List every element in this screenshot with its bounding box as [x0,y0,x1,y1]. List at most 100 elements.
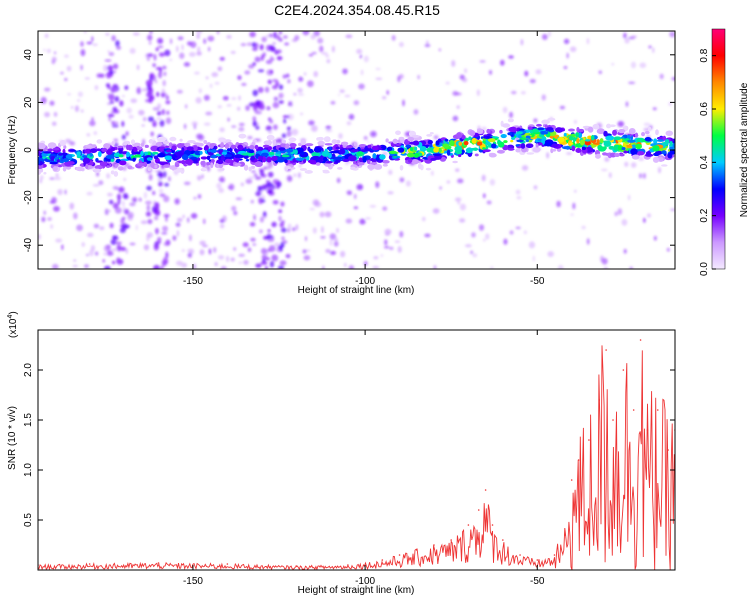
spectrogram-streak-cell [111,86,118,93]
spectrogram-noise-cell [617,208,623,216]
spectrogram-ridge-cell [496,149,505,154]
spectrogram-noise-cell [336,177,341,183]
spectrogram-ridge-cell [669,141,673,147]
spectrogram-noise-cell [241,82,247,86]
spectrogram-ridge-cell [243,164,249,171]
spectrogram-ridge-cell [446,149,451,156]
spectrogram-noise-cell [126,107,133,114]
spectrogram-ridge-cell [56,159,60,163]
spectrogram-noise-cell [370,131,377,138]
spectrogram-noise-cell [169,38,173,45]
spectrogram-noise-cell [129,202,136,207]
snr-y-tick-label: 2.0 [23,363,34,377]
spectrogram-noise-cell [237,106,241,111]
spectrogram-streak-cell [262,211,267,217]
spectrogram-streak-cell [103,265,111,269]
spectrogram-noise-cell [533,118,538,123]
spectrogram-noise-cell [84,77,90,80]
spectrogram-noise-cell [541,94,546,101]
spectrogram-streak-cell [108,93,115,101]
spectrogram-noise-cell [668,102,672,106]
spectrogram-ridge-cell [382,163,388,167]
spectrogram-streak-cell [111,124,119,128]
spectrogram-ridge-cell [47,142,57,149]
spectrogram-noise-cell [209,83,213,89]
spectrogram-noise-cell [308,120,315,126]
spectrogram-streak-cell [159,172,164,180]
spectrogram-noise-cell [175,222,181,227]
spectrogram-ridge-cell [176,142,185,149]
spectrogram-ridge-cell [324,163,332,167]
spectrogram-ridge-cell [511,136,516,140]
spectrogram-noise-cell [77,91,84,98]
spectrogram-ridge-cell [397,147,405,153]
spectrogram-x-ticks: -150 -100 -50 [183,31,545,287]
spectrogram-noise-cell [111,35,116,42]
snr-data-point [577,459,580,461]
spectrogram-noise-cell [344,262,347,268]
spectrogram-noise-cell [129,242,136,246]
spectrogram-ridge-cell [578,128,585,133]
spectrogram-streak-cell [257,69,265,73]
spectrogram-streak-cell [152,63,157,68]
spectrogram-streak-cell [121,120,125,127]
colorbar-ticks: 0.0 0.2 0.4 0.6 0.8 [699,48,716,276]
snr-y-multiplier-exponent: 4 [7,315,14,319]
spectrogram-streak-cell [121,134,126,140]
spectrogram-streak-cell [123,208,130,215]
spectrogram-noise-cell [231,125,237,128]
spectrogram-ridge-cell [146,157,153,161]
spectrogram-ridge-cell [281,154,290,158]
snr-y-multiplier: (x104) [7,311,19,338]
snr-data-point [536,559,539,561]
spectrogram-ridge-cell [532,147,541,153]
spectrogram-ridge-cell [254,161,263,168]
spectrogram-ridge-cell [235,157,239,163]
spectrogram-ridge-cell [49,161,58,165]
spectrogram-noise-cell [399,231,404,238]
spectrogram-noise-cell [286,175,293,182]
spectrogram-streak-cell [259,169,265,176]
spectrogram-ridge-cell [271,149,279,153]
spectrogram-streak-cell [271,78,279,83]
spectrogram-ridge-cell [515,144,520,147]
spectrogram-noise-cell [391,34,396,41]
spectrogram-noise-cell [55,238,63,243]
spectrogram-noise-cell [303,255,311,261]
spectrogram-ridge-cell [257,156,264,161]
spectrogram-noise-cell [353,193,357,200]
spectrogram-noise-cell [360,69,364,76]
spectrogram-noise-cell [426,40,429,46]
spectrogram-ridge-cell [220,168,225,171]
spectrogram-ridge-cell [284,159,288,164]
colorbar-gradient [711,28,726,270]
snr-y-multiplier-close: ) [8,311,19,314]
spectrogram-ridge-cell [39,168,44,173]
spectrogram-noise-cell [226,255,230,263]
spectrogram-ridge-cell [150,145,159,152]
spectrogram-noise-cell [547,251,554,258]
spectrogram-ridge-cell [612,129,618,136]
spectrogram-noise-cell [51,121,57,126]
spectrogram-streak-cell [259,44,264,51]
spectrogram-noise-cell [110,110,118,114]
spectrogram-streak-cell [159,265,164,269]
spectrogram-streak-cell [282,240,288,244]
spectrogram-streak-cell [252,104,257,111]
spectrogram-noise-cell [325,129,333,133]
spectrogram-ridge-cell [465,147,473,154]
spectrogram-streak-cell [283,118,287,124]
spectrogram-ridge-cell [507,147,515,151]
spectrogram-ridge-cell [220,142,225,149]
spectrogram-noise-cell [230,257,235,262]
chart-title: C2E4.2024.354.08.45.R15 [274,2,440,18]
spectrogram-x-tick-label: -100 [355,276,375,287]
spectrogram-streak-cell [116,193,122,200]
spectrogram-streak-cell [276,185,280,189]
spectrogram-noise-cell [226,104,232,107]
spectrogram-noise-cell [136,64,140,71]
spectrogram-noise-cell [252,243,257,246]
spectrogram-ridge-cell [388,150,397,155]
spectrogram-ridge-cell [476,141,483,146]
spectrogram-ridge-cell [52,166,58,172]
